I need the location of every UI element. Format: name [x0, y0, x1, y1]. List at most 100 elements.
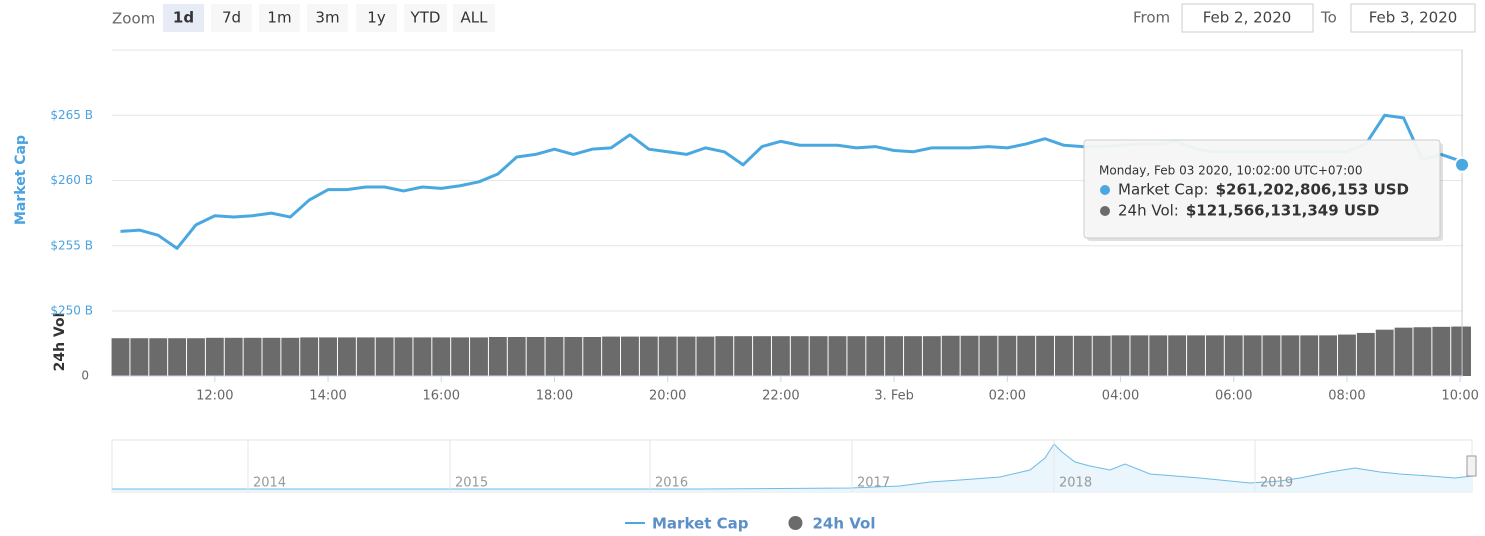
volume-bar [545, 337, 564, 376]
volume-bar [1300, 335, 1319, 376]
zoom-button[interactable] [163, 4, 204, 32]
y-tick-label: $255 B [50, 238, 93, 252]
volume-bar [111, 338, 130, 376]
volume-bar [677, 336, 696, 376]
navigator-label: 2016 [655, 476, 688, 491]
zoom-button-label[interactable]: 3m [315, 9, 339, 27]
y2-tick-label: 0 [81, 369, 89, 383]
navigator-label: 2017 [857, 476, 890, 491]
volume-bar [224, 337, 243, 376]
volume-bar [828, 336, 847, 376]
volume-bar [1205, 335, 1224, 376]
zoom-button-label[interactable]: 1m [267, 9, 291, 27]
volume-bar [866, 336, 885, 376]
x-tick-label: 12:00 [196, 389, 233, 404]
volume-bar [337, 337, 356, 376]
volume-bar [1375, 329, 1394, 376]
zoom-button[interactable] [307, 4, 348, 32]
volume-bar [885, 336, 904, 376]
to-input[interactable] [1350, 3, 1476, 33]
zoom-button-label[interactable]: 1d [173, 9, 194, 27]
volume-bar [639, 336, 658, 376]
tooltip-dot [1100, 206, 1110, 216]
volume-bar [149, 338, 168, 376]
x-tick-label: 02:00 [989, 389, 1026, 404]
navigator-handle[interactable] [1466, 455, 1477, 477]
volume-bar [1394, 327, 1413, 376]
legend-label[interactable]: 24h Vol [812, 515, 875, 533]
zoom-button-label[interactable]: YTD [410, 9, 441, 27]
zoom-button[interactable] [356, 4, 397, 32]
volume-bar [1338, 334, 1356, 376]
legend-label[interactable]: Market Cap [652, 515, 749, 533]
to-value[interactable]: Feb 3, 2020 [1369, 9, 1458, 27]
zoom-button[interactable] [211, 4, 252, 32]
volume-bar [696, 336, 715, 376]
navigator-label: 2015 [455, 476, 488, 491]
to-label: To [1320, 9, 1337, 27]
x-tick-label: 18:00 [536, 389, 573, 404]
from-input[interactable] [1181, 3, 1314, 33]
volume-bar [1319, 335, 1338, 376]
volume-bar [1111, 335, 1130, 376]
navigator-area [112, 444, 1472, 492]
volume-bar [753, 336, 771, 376]
volume-bar [1432, 326, 1451, 376]
volume-bar [243, 337, 262, 376]
volume-bar [1413, 327, 1432, 376]
zoom-buttons: 1d 7d 1m 3m 1y YTD ALL [163, 4, 495, 32]
volume-bar [1054, 335, 1073, 376]
volume-bar [790, 336, 809, 376]
volume-bar [771, 336, 790, 376]
volume-bar [734, 336, 753, 376]
x-tick-label: 22:00 [762, 389, 799, 404]
volume-bar [470, 337, 488, 376]
volume-bar [809, 336, 828, 376]
x-tick-label: 08:00 [1328, 389, 1365, 404]
volume-bar [847, 336, 866, 376]
x-tick-label: 10:00 [1441, 389, 1478, 404]
volume-bar [602, 336, 621, 376]
zoom-button-label[interactable]: 7d [222, 9, 241, 27]
tooltip-label: Market Cap: [1118, 181, 1209, 199]
volume-bar [205, 337, 224, 376]
volume-bar [300, 337, 319, 376]
volume-bar [1281, 335, 1300, 376]
marks [111, 50, 1471, 376]
zoom-button-label[interactable]: ALL [461, 9, 489, 27]
tooltip-value: $121,566,131,349 USD [1186, 202, 1379, 220]
y-tick-label: $265 B [50, 108, 93, 122]
volume-bar [564, 337, 583, 376]
volume-bar [979, 335, 998, 376]
volume-bar [451, 337, 470, 376]
volume-bar [1224, 335, 1243, 376]
zoom-button[interactable] [259, 4, 300, 32]
zoom-button[interactable] [453, 4, 495, 32]
navigator-label: 2014 [253, 476, 286, 491]
zoom-button[interactable] [404, 4, 447, 32]
legend: Market Cap 24h Vol [625, 515, 875, 533]
volume-bar [130, 338, 149, 376]
y2-axis-title: 24h Vol [52, 313, 68, 372]
volume-bar [1243, 335, 1262, 376]
volume-bar [375, 337, 394, 376]
volume-bar [394, 337, 413, 376]
zoom-button-label[interactable]: 1y [367, 9, 386, 27]
x-tick-label: 06:00 [1215, 389, 1252, 404]
volume-bar [1092, 335, 1111, 376]
volume-bar [488, 337, 507, 376]
navigator-label: 2019 [1260, 476, 1293, 491]
y-axis-title: Market Cap [13, 135, 29, 225]
volume-bar [621, 336, 639, 376]
legend-symbol[interactable] [788, 516, 803, 530]
x-tick-label: 04:00 [1102, 389, 1139, 404]
x-tick-label: 14:00 [309, 389, 346, 404]
zoom-label: Zoom [112, 10, 155, 28]
volume-bar [583, 337, 602, 376]
from-value[interactable]: Feb 2, 2020 [1203, 9, 1292, 27]
axes: $250 B $255 B $260 B $265 B 0 12:00 14:00 16:00… [50, 108, 1478, 404]
volume-bar [507, 337, 526, 376]
volume-bar [262, 337, 281, 376]
